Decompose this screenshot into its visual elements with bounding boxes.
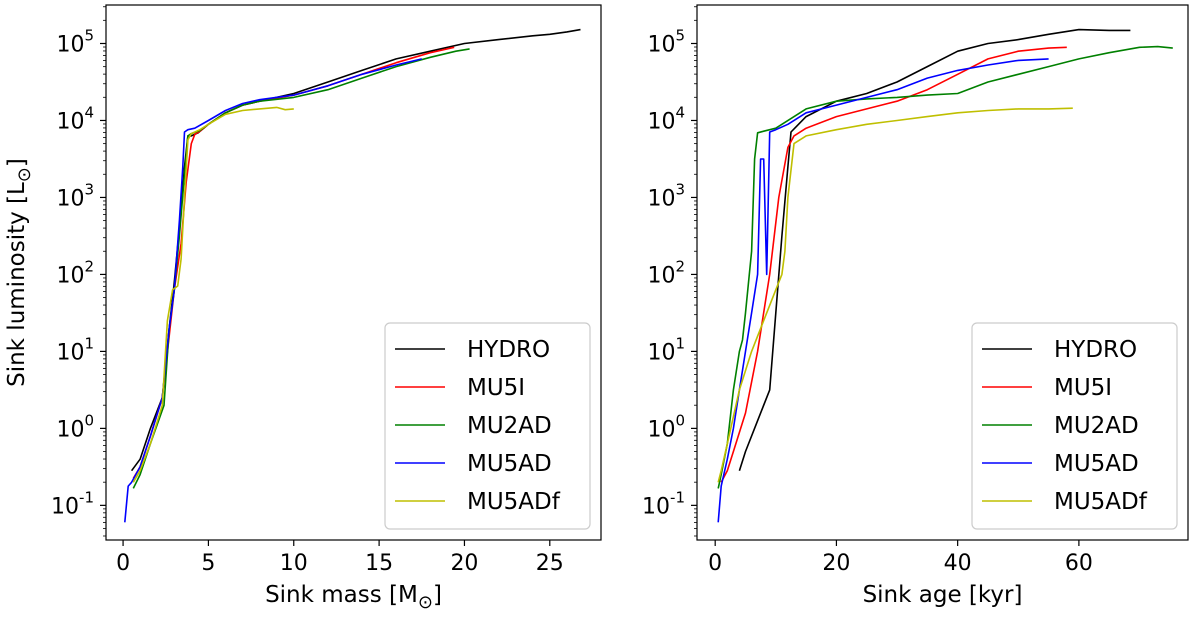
x-tick-label: 15 bbox=[365, 551, 393, 576]
series-line-hydro bbox=[738, 28, 1131, 471]
y-tick-label: 103 bbox=[647, 180, 685, 211]
legend-label-mu5i: MU5I bbox=[1054, 375, 1112, 401]
legend-label-mu2ad: MU2AD bbox=[467, 413, 552, 439]
legend-label-mu5ad: MU5AD bbox=[1054, 451, 1139, 477]
series-line-mu5adf bbox=[132, 106, 294, 483]
y-tick-label: 105 bbox=[647, 26, 685, 57]
series-line-mu5adf bbox=[717, 107, 1073, 483]
legend-box bbox=[971, 322, 1178, 530]
x-tick-label: 20 bbox=[450, 551, 478, 576]
legend-box bbox=[384, 322, 591, 530]
legend: HYDRO MU5I MU2AD MU5AD MU5ADf bbox=[384, 322, 591, 530]
y-tick-label: 100 bbox=[647, 411, 685, 442]
y-tick-label: 102 bbox=[56, 257, 94, 288]
x-tick-label: 0 bbox=[116, 551, 130, 576]
plot-frame bbox=[105, 4, 602, 541]
y-tick-label: 104 bbox=[56, 103, 94, 134]
series-line-mu5i bbox=[720, 46, 1067, 483]
x-tick-label: 10 bbox=[280, 551, 308, 576]
series-line-mu5ad bbox=[717, 58, 1049, 523]
y-tick-label: 103 bbox=[56, 180, 94, 211]
y-axis-label: Sink luminosity [L⊙] bbox=[4, 158, 35, 387]
y-tick-label: 10-1 bbox=[51, 488, 94, 519]
left-chart-panel: 0 5 10 15 20 25 10-1 100 101 102 103 104 105 Sink mas… bbox=[4, 4, 602, 613]
series-line-mu5ad bbox=[124, 58, 422, 523]
x-tick-label: 40 bbox=[944, 551, 972, 576]
y-tick-label: 10-1 bbox=[642, 488, 685, 519]
legend-label-mu5adf: MU5ADf bbox=[1054, 489, 1148, 515]
y-tick-label: 101 bbox=[56, 334, 94, 365]
x-axis-label: Sink mass [M⊙] bbox=[265, 582, 442, 613]
y-tick-label: 100 bbox=[56, 411, 94, 442]
y-tick-label: 105 bbox=[56, 26, 94, 57]
x-axis-label: Sink age [kyr] bbox=[863, 582, 1023, 608]
y-tick-label: 104 bbox=[647, 103, 685, 134]
legend-label-mu5adf: MU5ADf bbox=[467, 489, 561, 515]
legend-label-hydro: HYDRO bbox=[467, 337, 550, 363]
legend-label-mu2ad: MU2AD bbox=[1054, 413, 1139, 439]
legend-label-mu5i: MU5I bbox=[467, 375, 525, 401]
y-tick-label: 102 bbox=[647, 257, 685, 288]
series-line-mu2ad bbox=[717, 45, 1173, 489]
legend-label-hydro: HYDRO bbox=[1054, 337, 1137, 363]
y-tick-label: 101 bbox=[647, 334, 685, 365]
legend: HYDRO MU5I MU2AD MU5AD MU5ADf bbox=[971, 322, 1178, 530]
plot-frame bbox=[696, 4, 1189, 541]
x-tick-label: 25 bbox=[536, 551, 564, 576]
right-chart-panel: 0 20 40 60 10-1 100 101 102 103 104 105 Sink age [k… bbox=[642, 4, 1189, 608]
x-tick-label: 20 bbox=[822, 551, 850, 576]
x-tick-label: 0 bbox=[708, 551, 722, 576]
x-tick-label: 60 bbox=[1065, 551, 1093, 576]
x-tick-label: 5 bbox=[201, 551, 215, 576]
legend-label-mu5ad: MU5AD bbox=[467, 451, 552, 477]
